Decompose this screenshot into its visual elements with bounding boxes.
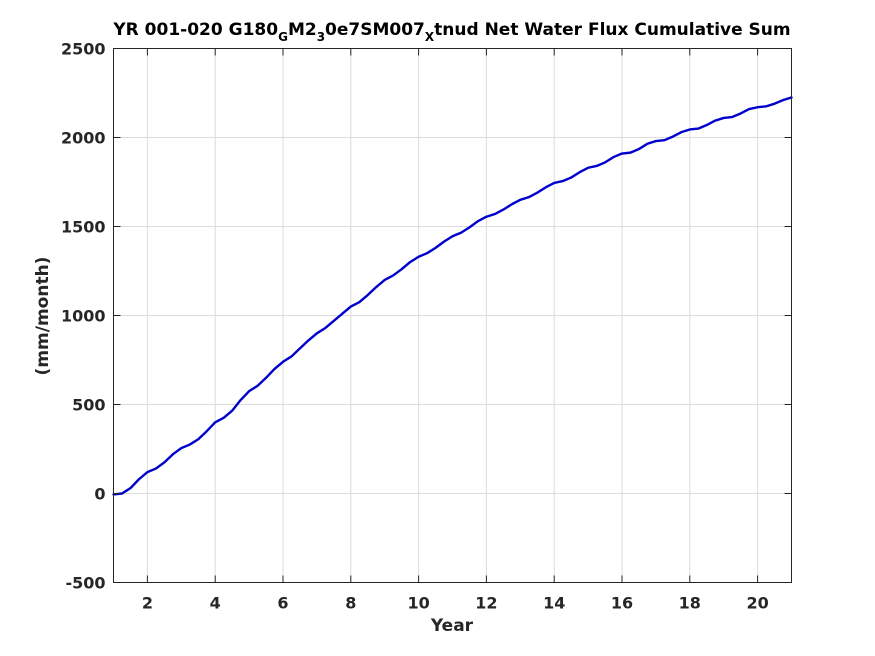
x-axis-label: Year xyxy=(430,616,474,636)
x-tick-label: 4 xyxy=(210,594,221,613)
x-tick-label: 12 xyxy=(475,594,497,613)
y-tick-label: 1500 xyxy=(61,218,106,237)
series-layer xyxy=(112,96,793,496)
x-tick-label: 10 xyxy=(407,594,429,613)
x-tick-label: 16 xyxy=(611,594,633,613)
x-tick-label: 20 xyxy=(746,594,768,613)
y-tick-label: 1000 xyxy=(61,307,106,326)
y-tick-label: 500 xyxy=(72,396,105,415)
x-tick-label: 8 xyxy=(345,594,356,613)
y-tick-label: 0 xyxy=(94,485,105,504)
x-tick-label: 2 xyxy=(142,594,153,613)
chart-title-part: 0e7SM007 xyxy=(325,20,425,40)
y-axis-label: (mm/month) xyxy=(33,257,53,376)
chart-title-part: YR 001-020 G180 xyxy=(112,20,278,40)
chart-title: YR 001-020 G180GM230e7SM007Xtnud Net Wat… xyxy=(112,20,790,44)
y-tick-label: 2500 xyxy=(61,40,106,59)
series-line-net-water-flux xyxy=(112,96,793,496)
y-tick-label: -500 xyxy=(65,574,105,593)
chart-title-part: M2 xyxy=(288,20,317,40)
x-tick-label: 18 xyxy=(679,594,701,613)
x-tick-label: 14 xyxy=(543,594,565,613)
chart-title-subscript: G xyxy=(278,30,288,44)
x-tick-label: 6 xyxy=(277,594,288,613)
chart-title-subscript: X xyxy=(425,30,435,44)
y-tick-label: 2000 xyxy=(61,129,106,148)
ticks: 2 4 6 8 10 12 14 16 18 20 -500 0 500 1000 1500 2000 2500 xyxy=(61,40,792,613)
chart-title-subscript: 3 xyxy=(317,30,325,44)
chart-title-part: tnud Net Water Flux Cumulative Sum xyxy=(434,20,790,40)
